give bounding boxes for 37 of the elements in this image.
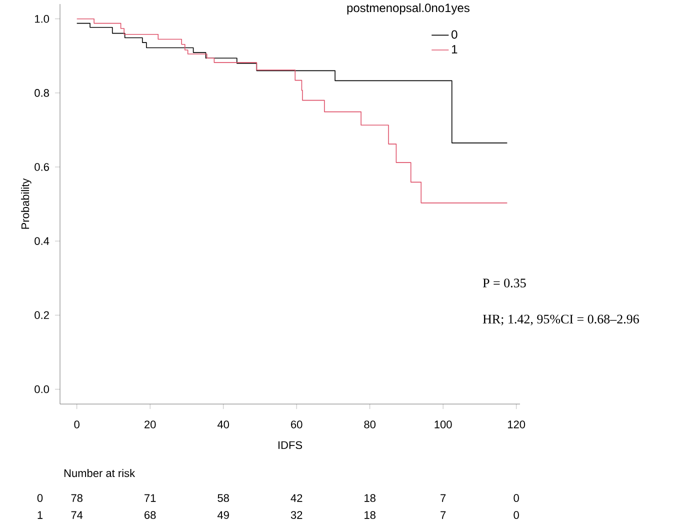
text: 18 <box>364 494 376 502</box>
text: 0 <box>514 511 519 519</box>
text: Number at risk <box>64 468 136 478</box>
text: 7 <box>440 511 446 519</box>
text: 71 <box>144 494 156 502</box>
x-tick-label: 20 <box>144 420 156 428</box>
y-tick-label: 0.2 <box>34 311 49 320</box>
text: 78 <box>71 494 82 502</box>
y-tick-label: 1.0 <box>35 14 50 23</box>
x-axis-title: IDFS <box>278 441 302 449</box>
y-tick-label: 0.8 <box>34 89 49 97</box>
text: 74 <box>71 511 83 519</box>
legend-label: 1 <box>452 45 458 54</box>
legend-label: 0 <box>452 30 458 39</box>
y-axis-title: Probability <box>21 178 32 229</box>
x-tick-label: 60 <box>291 420 302 428</box>
x-tick-label: 40 <box>217 420 230 428</box>
text: 18 <box>364 511 376 519</box>
x-tick-label: 80 <box>364 420 376 428</box>
text: 42 <box>290 494 302 502</box>
annotation: P = 0.35 <box>482 278 526 288</box>
text: 7 <box>440 494 446 502</box>
text: 68 <box>144 511 156 519</box>
x-tick-label: 100 <box>434 420 452 428</box>
annotation: HR; 1.42, 95%CI = 0.68–2.96 <box>482 314 639 326</box>
legend-title: postmenopsal.0no1yes <box>347 3 470 14</box>
y-tick-label: 0.4 <box>34 237 50 245</box>
text: 32 <box>290 511 302 519</box>
x-tick-label: 120 <box>508 420 526 428</box>
text: 1 <box>38 511 43 519</box>
y-tick-label: 0.6 <box>34 163 49 171</box>
text: 58 <box>218 494 229 502</box>
text: 0 <box>514 494 519 502</box>
text: 49 <box>217 511 229 519</box>
y-tick-label: 0.0 <box>34 385 50 394</box>
text: 0 <box>37 494 43 502</box>
x-tick-label: 0 <box>74 420 80 428</box>
